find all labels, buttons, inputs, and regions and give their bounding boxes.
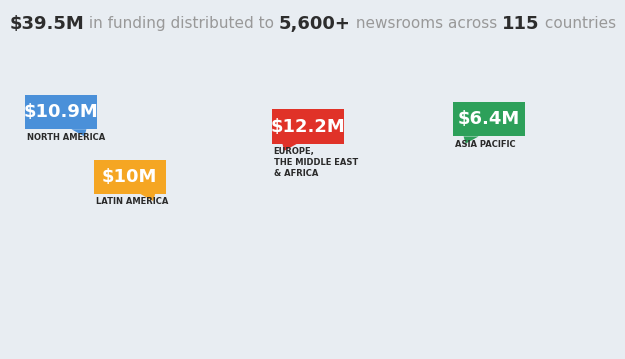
Text: $39.5M: $39.5M: [9, 15, 84, 33]
Text: ASIA PACIFIC: ASIA PACIFIC: [455, 140, 516, 149]
Text: newsrooms across: newsrooms across: [351, 16, 502, 31]
Text: countries: countries: [539, 16, 616, 31]
Text: $10M: $10M: [102, 168, 158, 186]
Text: LATIN AMERICA: LATIN AMERICA: [96, 197, 168, 206]
Text: 5,600+: 5,600+: [279, 15, 351, 33]
Text: EUROPE,
THE MIDDLE EAST
& AFRICA: EUROPE, THE MIDDLE EAST & AFRICA: [274, 147, 358, 178]
Text: $10.9M: $10.9M: [24, 103, 98, 121]
Text: NORTH AMERICA: NORTH AMERICA: [27, 133, 105, 142]
Text: in funding distributed to: in funding distributed to: [84, 16, 279, 31]
Text: 115: 115: [502, 15, 539, 33]
Text: $6.4M: $6.4M: [458, 110, 520, 129]
Text: $12.2M: $12.2M: [271, 117, 345, 136]
